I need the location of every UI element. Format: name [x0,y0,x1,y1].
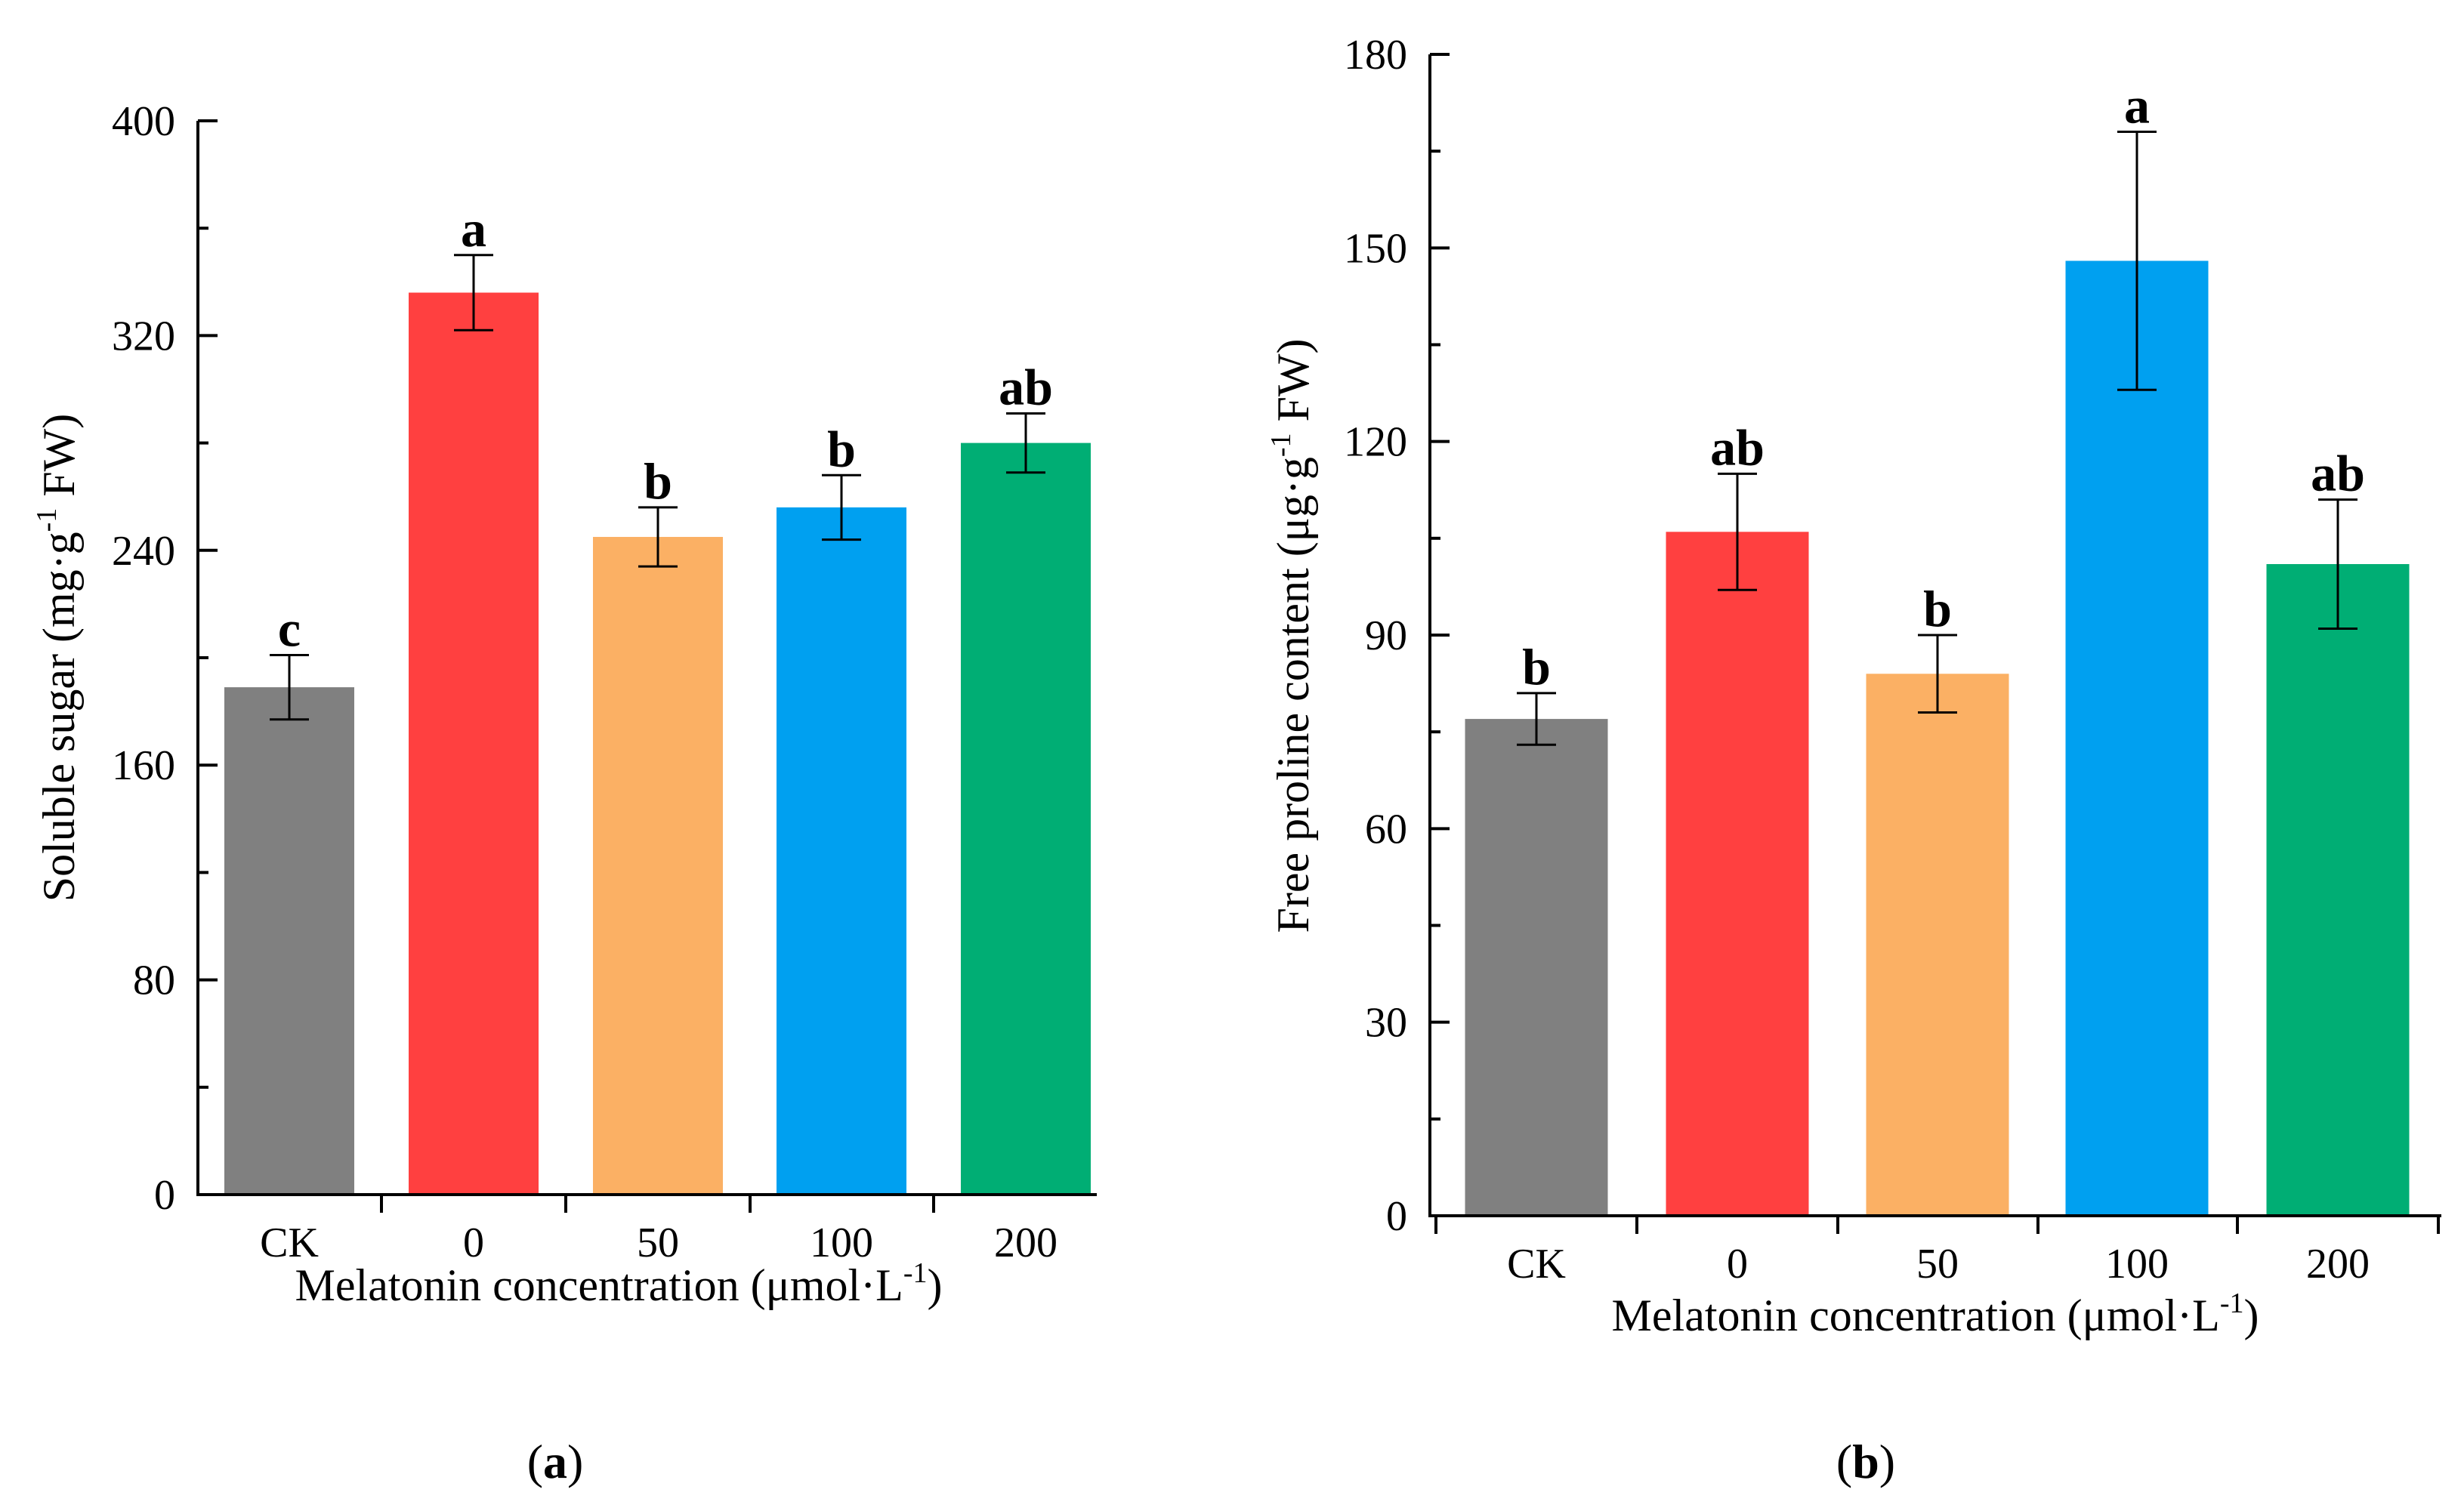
panel-b-bar-0 [1666,532,1809,1216]
panel-b-x-axis-title: Melatonin concentration (μmol·L-1) [1612,1288,2259,1340]
y-axis-title-end: FW) [1268,339,1318,433]
panel-b-error-bar-200 [2318,498,2357,630]
x-axis-title-superscript: -1 [903,1257,928,1289]
panel-a-caption: (a) [527,1435,584,1488]
panel-b-y-tick-label: 0 [1386,1193,1407,1240]
panel-a-bar-CK [224,687,354,1195]
panel-a-x-tick-label-50: 50 [637,1220,679,1266]
panel-a-x-tick-label-100: 100 [810,1220,873,1266]
caption-letter: b [1852,1435,1879,1488]
panel-b-x-tick-label-100: 100 [2105,1241,2169,1288]
y-axis-title-main: Soluble sugar (mg·g [34,532,84,902]
caption-open: ( [527,1435,543,1488]
panel-b-x-tick-label-0: 0 [1727,1241,1748,1288]
x-axis-title-superscript: -1 [2220,1288,2244,1319]
panel-b-y-tick-label: 90 [1365,612,1407,659]
panel-a-y-tick-label: 400 [112,98,175,145]
panel-b-error-bar-50 [1918,634,1957,714]
y-axis-title-end: FW) [34,414,84,508]
panel-a-y-tick-label: 240 [112,528,175,575]
panel-b-y-tick-label: 150 [1344,225,1407,272]
panel-a-significance-label-100: b [827,420,856,477]
panel-b-y-tick-label: 120 [1344,419,1407,466]
panel-a-x-tick-label-CK: CK [260,1220,319,1266]
panel-b-y-tick-label: 30 [1365,1000,1407,1047]
panel-b-significance-label-0: ab [1710,418,1765,476]
panel-a-x-axis-title: Melatonin concentration (μmol·L-1) [295,1257,943,1310]
panel-a-bar-100 [777,507,906,1195]
x-axis-title-end: ) [2243,1291,2259,1340]
panel-a-significance-label-200: ab [999,358,1053,415]
panel-a-bar-0 [409,292,539,1195]
x-axis-title-end: ) [927,1260,942,1310]
panel-b-significance-label-100: a [2124,77,2150,134]
panel-a-y-tick-label: 80 [133,958,175,1004]
chart-panel-b: b ab b a ab 0 30 60 90 120 150 180 CK 0 50 100 200 Melato… [1265,32,2441,1488]
panel-b-bar-50 [1866,674,2009,1216]
panel-b-error-bar-CK [1517,692,1556,746]
panel-a-error-bar-100 [822,473,861,541]
panel-a-error-bar-CK [270,653,309,721]
x-axis-title-main: Melatonin concentration (μmol·L [1612,1291,2220,1340]
panel-b-error-bar-100 [2117,131,2157,391]
panel-a-x-tick-label-0: 0 [463,1220,484,1266]
panel-a-error-bar-200 [1006,412,1045,474]
panel-b-x-tick-label-CK: CK [1507,1241,1566,1288]
panel-b-y-tick-label: 180 [1344,32,1407,79]
panel-b-bar-200 [2266,564,2410,1216]
panel-b-error-bar-0 [1718,472,1757,591]
panel-b-bar-100 [2065,261,2209,1216]
y-axis-title-superscript: -1 [31,508,63,532]
panel-b-significance-label-CK: b [1522,638,1551,695]
panel-a-y-tick-label: 320 [112,313,175,359]
panel-a-error-bar-0 [454,254,493,332]
panel-a-bar-200 [961,443,1091,1195]
caption-close: ) [1879,1435,1895,1488]
y-axis-title-main: Free proline content (μg·g [1268,457,1318,933]
panel-a-error-bar-50 [638,506,678,568]
panel-a-y-axis-title: Soluble sugar (mg·g-1 FW) [31,414,84,902]
panel-b-x-tick-label-200: 200 [2306,1241,2370,1288]
x-axis-title-main: Melatonin concentration (μmol·L [295,1260,903,1310]
panel-b-bar-CK [1465,719,1608,1216]
panel-b-x-tick-label-50: 50 [1916,1241,1959,1288]
panel-a-significance-label-0: a [461,200,486,258]
panel-b-significance-label-200: ab [2311,445,2365,502]
panel-a-significance-label-CK: c [278,600,301,657]
panel-b-caption: (b) [1836,1435,1895,1488]
panel-a-bar-50 [593,537,723,1195]
panel-b-y-axis-title: Free proline content (μg·g-1 FW) [1265,339,1318,933]
panel-a-y-tick-label: 160 [112,742,175,789]
panel-a-y-tick-label: 0 [154,1172,175,1219]
caption-close: ) [567,1435,583,1488]
caption-open: ( [1836,1435,1852,1488]
panel-b-y-tick-label: 60 [1365,806,1407,853]
y-axis-title-superscript: -1 [1265,433,1297,458]
caption-letter: a [543,1435,567,1488]
panel-b-significance-label-50: b [1923,580,1952,637]
panel-a-significance-label-50: b [644,452,672,510]
panel-a-x-tick-label-200: 200 [994,1220,1058,1266]
